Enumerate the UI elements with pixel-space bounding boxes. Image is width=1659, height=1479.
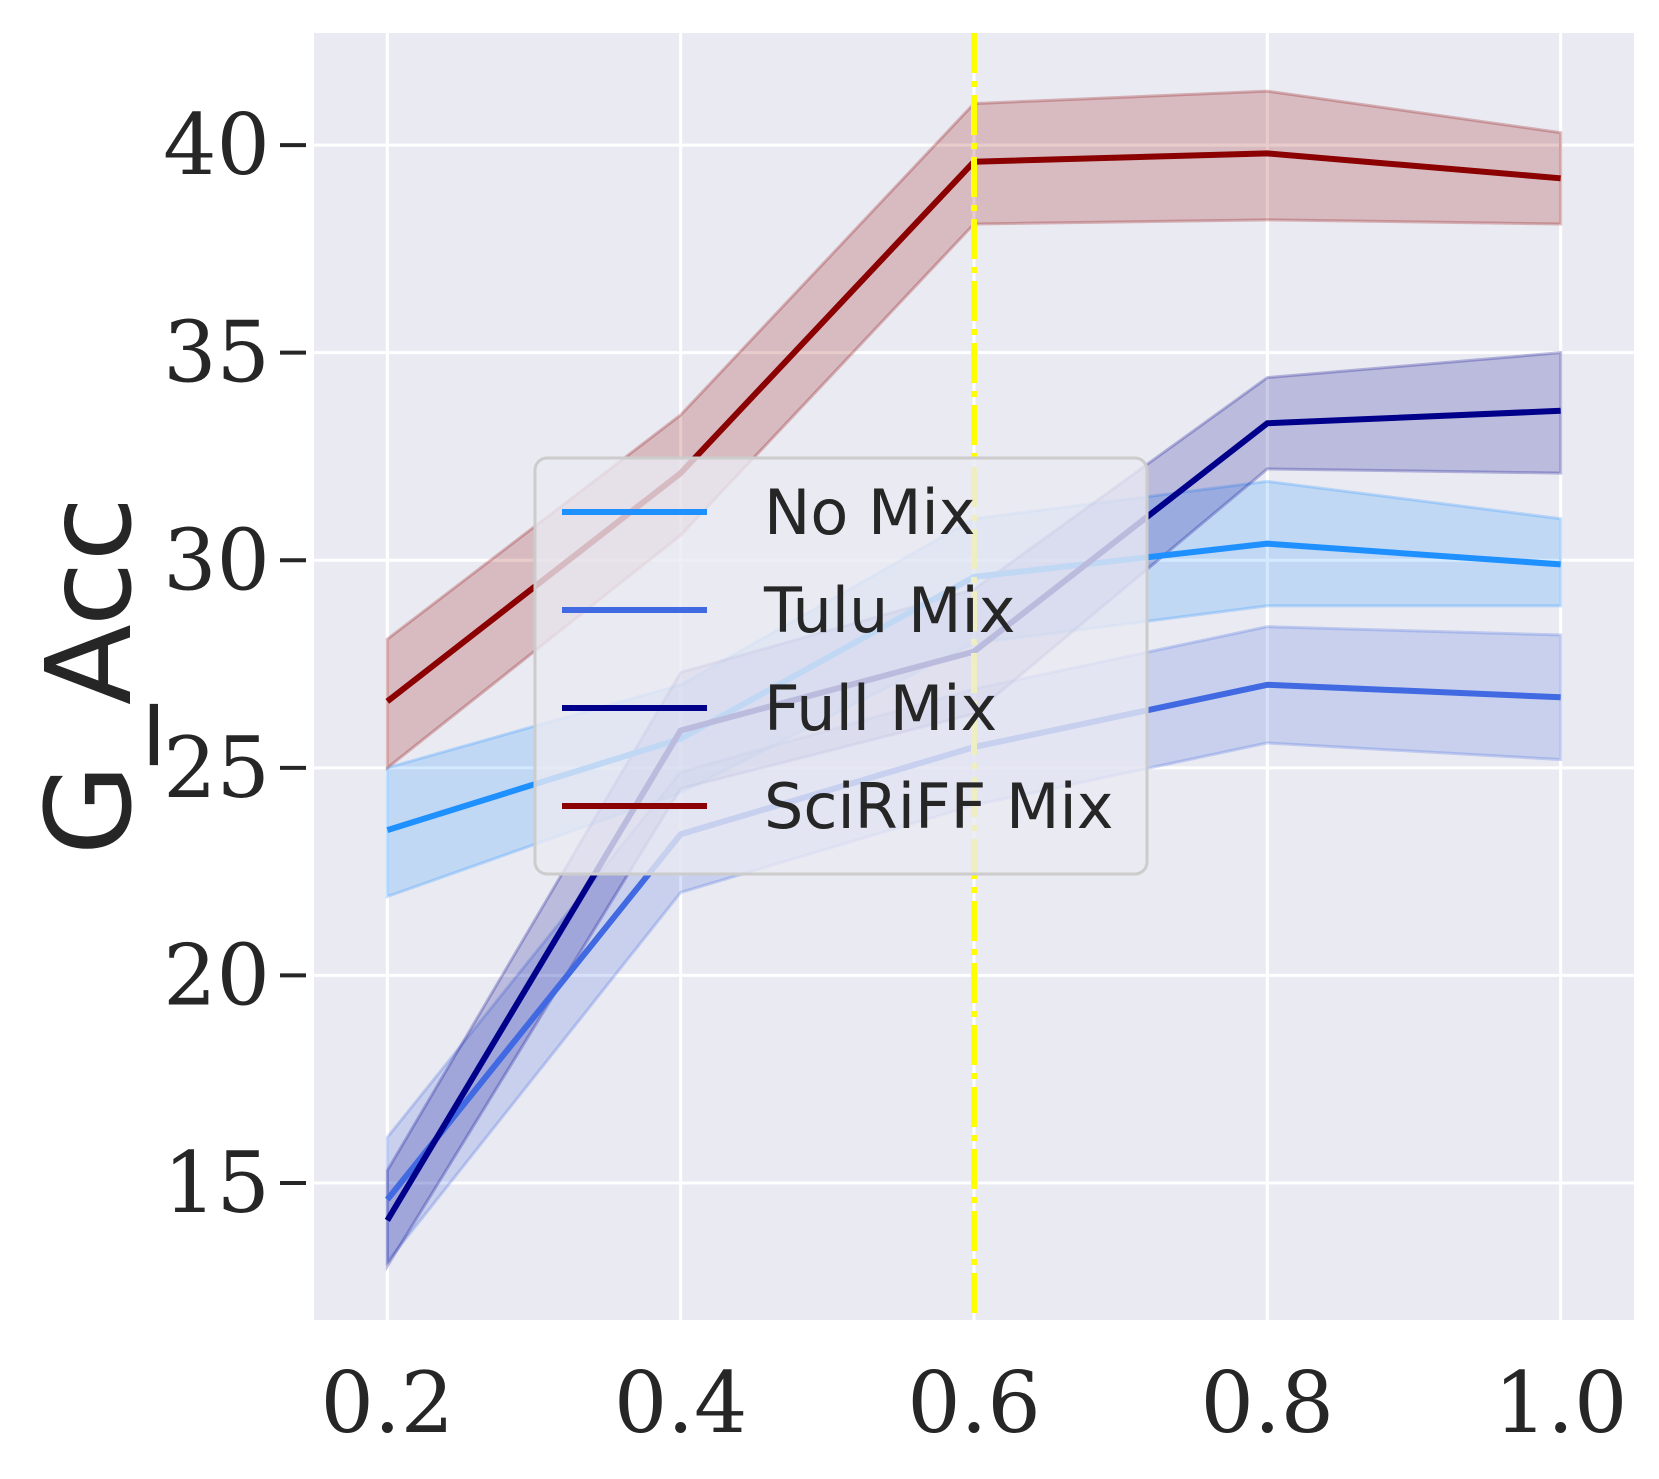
y-tick-label: 20 (163, 926, 270, 1024)
legend-label: Tulu Mix (763, 574, 1015, 647)
x-tick-label: 0.2 (321, 1354, 455, 1452)
x-tick-label: 0.4 (614, 1354, 748, 1452)
x-tick-label: 0.6 (907, 1354, 1041, 1452)
y-axis-label: G_Acc (20, 497, 158, 856)
legend-label: No Mix (764, 476, 975, 549)
legend: No Mix Tulu Mix Full Mix SciRiFF Mix (533, 456, 1149, 876)
y-tick-label: 40 (163, 96, 270, 194)
y-tick-label: 25 (163, 719, 270, 817)
legend-box (533, 456, 1149, 876)
y-tick-label: 30 (163, 511, 270, 609)
legend-label: SciRiFF Mix (764, 770, 1113, 843)
x-axis: 0.2 0.4 0.6 0.8 1.0 (321, 1354, 1628, 1452)
x-tick-label: 1.0 (1494, 1354, 1628, 1452)
y-tick-label: 35 (163, 304, 270, 402)
x-tick-label: 0.8 (1201, 1354, 1335, 1452)
y-axis: 15 20 25 30 35 40 (163, 96, 306, 1232)
y-tick-label: 15 (163, 1134, 270, 1232)
legend-label: Full Mix (764, 672, 997, 745)
